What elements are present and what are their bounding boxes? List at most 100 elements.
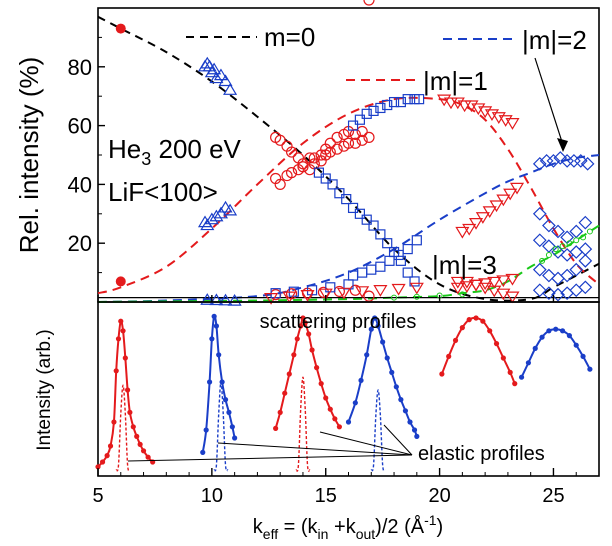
marker-green-small [566, 240, 573, 247]
profile-point [99, 459, 106, 465]
profile-point [375, 323, 381, 329]
marker-triangle-up [200, 218, 215, 231]
profile-point [398, 397, 404, 403]
profile-point [414, 433, 420, 439]
profile-point [145, 454, 151, 460]
top-model-curves [97, 15, 600, 303]
profile-point [273, 425, 279, 431]
profile-point [291, 352, 297, 358]
bottom-panel: scattering profiles elastic profiles Int… [34, 301, 600, 477]
marker-triangle-up [218, 74, 233, 87]
marker-circle-open [308, 152, 320, 164]
marker-square-open [334, 188, 345, 199]
legend-label-m2: |m|=2 [522, 25, 587, 55]
elastic-profile-3 [370, 389, 386, 472]
marker-square-open [375, 261, 386, 272]
marker-circle-open [356, 125, 368, 138]
curve-m2 [97, 154, 600, 303]
marker-square-open [402, 243, 413, 255]
profile-point [439, 371, 445, 377]
profile-point [232, 435, 238, 441]
profile-point [402, 408, 409, 414]
elastic-pointer-lines [127, 424, 413, 462]
marker-square-open [368, 220, 379, 231]
marker-triangle-down [478, 278, 493, 291]
profile-point [368, 326, 374, 332]
marker-filled [115, 276, 126, 287]
profile-point [203, 427, 209, 433]
marker-circle-open [363, 0, 375, 6]
marker-triangle-down [496, 288, 511, 301]
marker-triangle-down [505, 118, 520, 130]
profile-point [134, 433, 140, 439]
marker-square-open [357, 267, 368, 278]
marker-square-open [327, 179, 338, 190]
y-tick-label: 40 [68, 172, 92, 197]
marker-circle-open [285, 146, 298, 158]
marker-triangle-down [391, 283, 406, 296]
profile-point [229, 424, 235, 430]
marker-diamond-open [546, 154, 561, 168]
marker-circle-open [356, 134, 368, 146]
marker-square-open [361, 108, 372, 119]
profile-point [559, 328, 566, 334]
marker-triangle-down [484, 109, 500, 122]
marker-triangle-up [200, 293, 215, 305]
marker-circle-open [331, 131, 343, 143]
profile-point [222, 397, 229, 403]
profile-point [200, 449, 206, 455]
marker-triangle-down [478, 282, 493, 295]
profile-point [473, 315, 479, 321]
profile-point [294, 336, 300, 342]
profile-point [525, 360, 532, 366]
marker-square-open [402, 267, 413, 278]
profile-point [118, 318, 124, 324]
scattering-profile-3 [347, 317, 418, 437]
profile-point [306, 331, 312, 337]
m2-arrow-line [534, 57, 564, 146]
profile-point [206, 379, 213, 385]
profile-point [336, 424, 342, 430]
marker-triangle-up [209, 71, 224, 84]
marker-square-open [366, 264, 377, 275]
profile-point [452, 337, 459, 343]
profile-point [302, 320, 308, 326]
x-tick-label: 20 [428, 485, 450, 507]
marker-triangle-down [503, 188, 518, 201]
pointer-line-2 [319, 431, 413, 456]
marker-diamond-open [532, 206, 547, 221]
marker-green-small [573, 237, 580, 244]
bottom-y-axis-label: Intensity (arb.) [34, 329, 55, 450]
profile-point [407, 419, 413, 425]
marker-diamond-open [560, 268, 574, 283]
marker-triangle-down [487, 276, 502, 289]
marker-triangle-down [443, 97, 459, 110]
profile-point [277, 409, 283, 415]
marker-diamond-open [542, 218, 556, 233]
profile-point [487, 328, 493, 334]
marker-square-open [354, 208, 365, 219]
marker-triangle-down [509, 182, 525, 195]
marker-triangle-up [209, 209, 224, 222]
scattering-profile-5 [520, 328, 591, 378]
marker-circle-open [363, 290, 375, 302]
profile-point [384, 355, 390, 361]
profile-point [446, 353, 452, 359]
marker-green-small [545, 251, 552, 258]
profile-point [286, 371, 292, 377]
profile-point [130, 424, 136, 430]
marker-triangle-down [482, 206, 497, 219]
marker-triangle-down [437, 94, 452, 107]
top-data-points [115, 0, 595, 306]
profile-point [213, 323, 220, 329]
marker-triangle-up [227, 293, 242, 306]
marker-diamond-open [532, 233, 547, 248]
marker-square-open [375, 102, 386, 114]
marker-square-open [347, 202, 359, 214]
marker-diamond-open [578, 253, 593, 268]
scattering-profiles-label: scattering profiles [260, 311, 417, 333]
marker-circle-open [349, 284, 361, 296]
marker-triangle-down [373, 285, 388, 297]
marker-green-small [413, 293, 420, 300]
